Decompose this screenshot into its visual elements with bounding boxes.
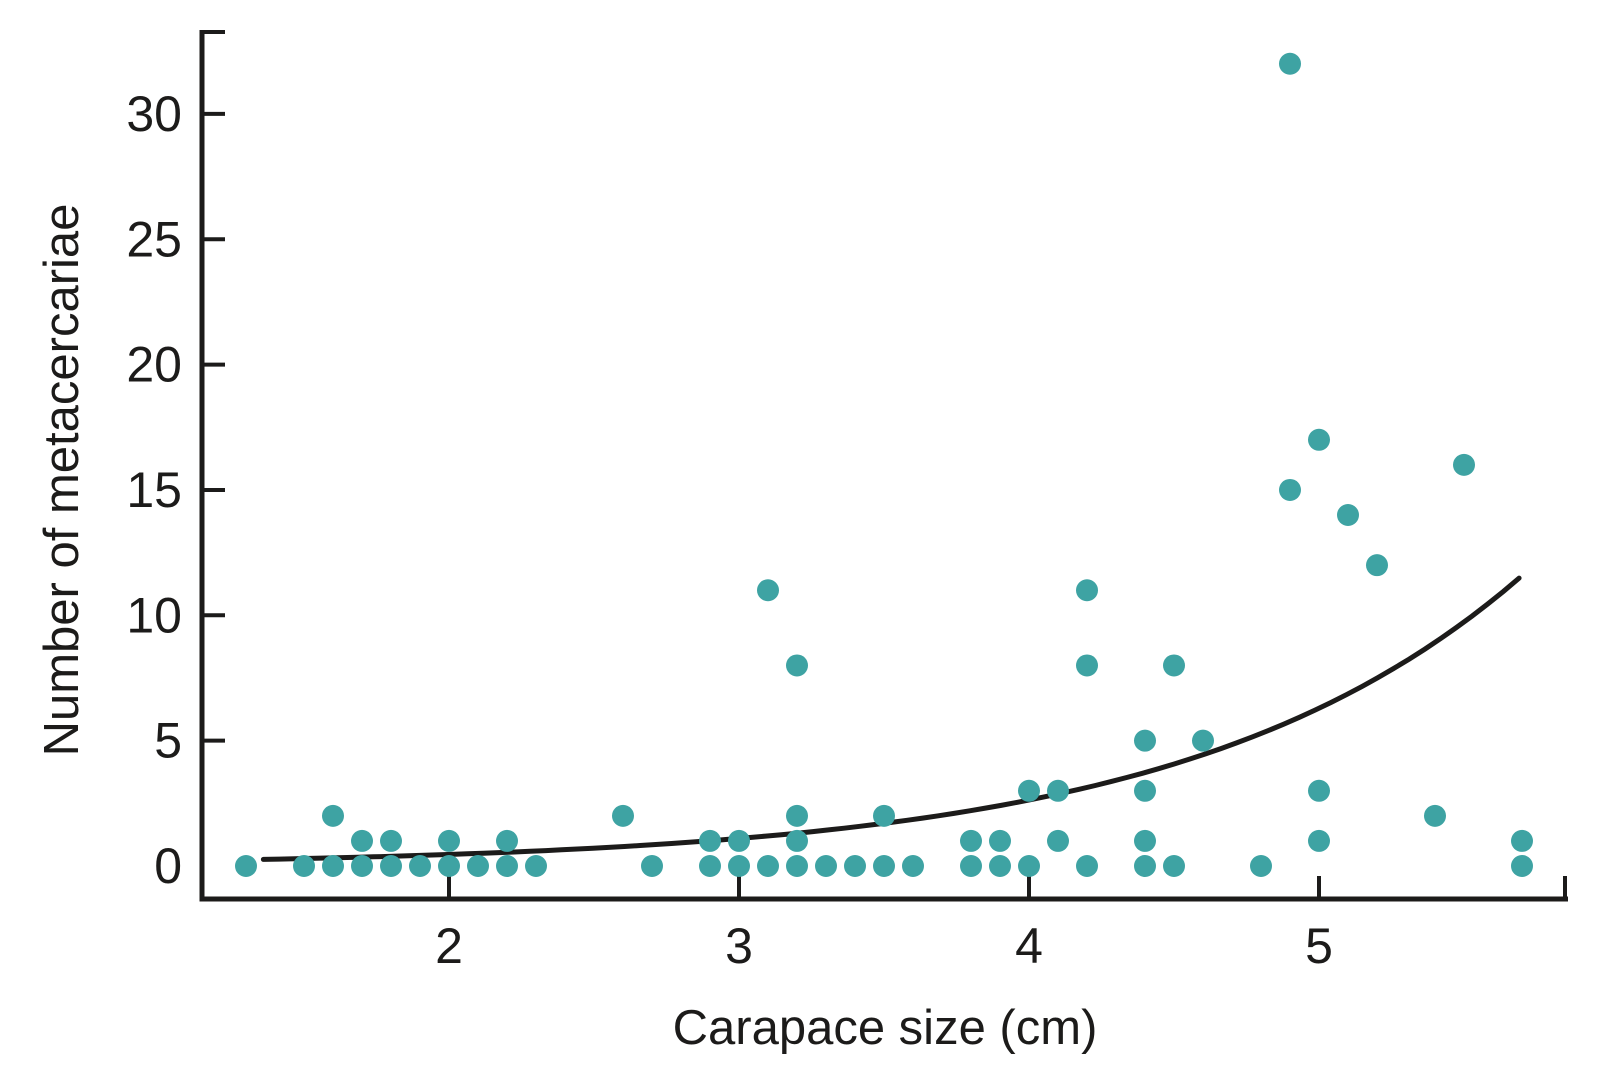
data-point (641, 855, 663, 877)
y-tick-label: 15 (126, 462, 182, 518)
data-point (1366, 554, 1388, 577)
data-point (1279, 478, 1301, 501)
data-point (786, 829, 808, 852)
data-point (1076, 654, 1098, 677)
data-point (322, 804, 344, 827)
data-point (815, 855, 837, 877)
data-point (786, 654, 808, 677)
data-point (380, 855, 402, 877)
data-point (728, 829, 750, 852)
y-tick-label: 30 (126, 86, 182, 142)
data-point (380, 829, 402, 852)
data-point (1453, 453, 1475, 476)
data-point (1250, 855, 1272, 877)
data-point (235, 855, 257, 877)
data-point (1047, 829, 1069, 852)
data-point (873, 804, 895, 827)
data-point (786, 804, 808, 827)
data-point (1018, 855, 1040, 877)
data-point (1511, 829, 1533, 852)
x-axis-title: Carapace size (cm) (673, 1001, 1098, 1055)
data-point (467, 855, 489, 877)
data-point (1018, 779, 1040, 802)
data-point (322, 855, 344, 877)
data-point (728, 855, 750, 877)
y-tick-label: 5 (154, 713, 182, 769)
data-point (873, 855, 895, 877)
data-point (1308, 779, 1330, 802)
data-point (1076, 855, 1098, 877)
data-point (351, 855, 373, 877)
data-point (786, 855, 808, 877)
data-point (1163, 855, 1185, 877)
data-point (1279, 52, 1301, 75)
data-point (1308, 428, 1330, 451)
data-point (1134, 729, 1156, 752)
data-point (757, 579, 779, 602)
data-point (844, 855, 866, 877)
x-tick-label: 2 (435, 918, 463, 974)
data-point (1424, 804, 1446, 827)
plot-layer: 0 5 10 15 20 25 30 2 3 4 5 (126, 30, 1568, 974)
data-point (438, 855, 460, 877)
x-tick-label: 3 (725, 918, 753, 974)
data-point (699, 829, 721, 852)
data-point (960, 829, 982, 852)
data-point (1163, 654, 1185, 677)
data-point (1337, 504, 1359, 527)
data-point (989, 829, 1011, 852)
data-point (496, 829, 518, 852)
data-point (699, 855, 721, 877)
y-axis-title: Number of metacercariae (35, 204, 89, 757)
data-point (496, 855, 518, 877)
data-point (525, 855, 547, 877)
data-point (1076, 579, 1098, 602)
data-point (1192, 729, 1214, 752)
data-point (902, 855, 924, 877)
data-point (438, 829, 460, 852)
x-tick-label: 4 (1015, 918, 1043, 974)
y-tick-label: 10 (126, 587, 182, 643)
y-tick-label: 20 (126, 337, 182, 393)
data-point (1511, 855, 1533, 877)
data-point (960, 855, 982, 877)
data-point (1134, 829, 1156, 852)
data-point (757, 855, 779, 877)
y-tick-label: 25 (126, 211, 182, 267)
data-point (409, 855, 431, 877)
x-tick-label: 5 (1305, 918, 1333, 974)
data-point (351, 829, 373, 852)
data-point (1134, 779, 1156, 802)
y-tick-label: 0 (154, 838, 182, 894)
data-point (989, 855, 1011, 877)
data-point (1134, 855, 1156, 877)
data-point (612, 804, 634, 827)
data-point (1047, 779, 1069, 802)
data-point (293, 855, 315, 877)
data-point (1308, 829, 1330, 852)
